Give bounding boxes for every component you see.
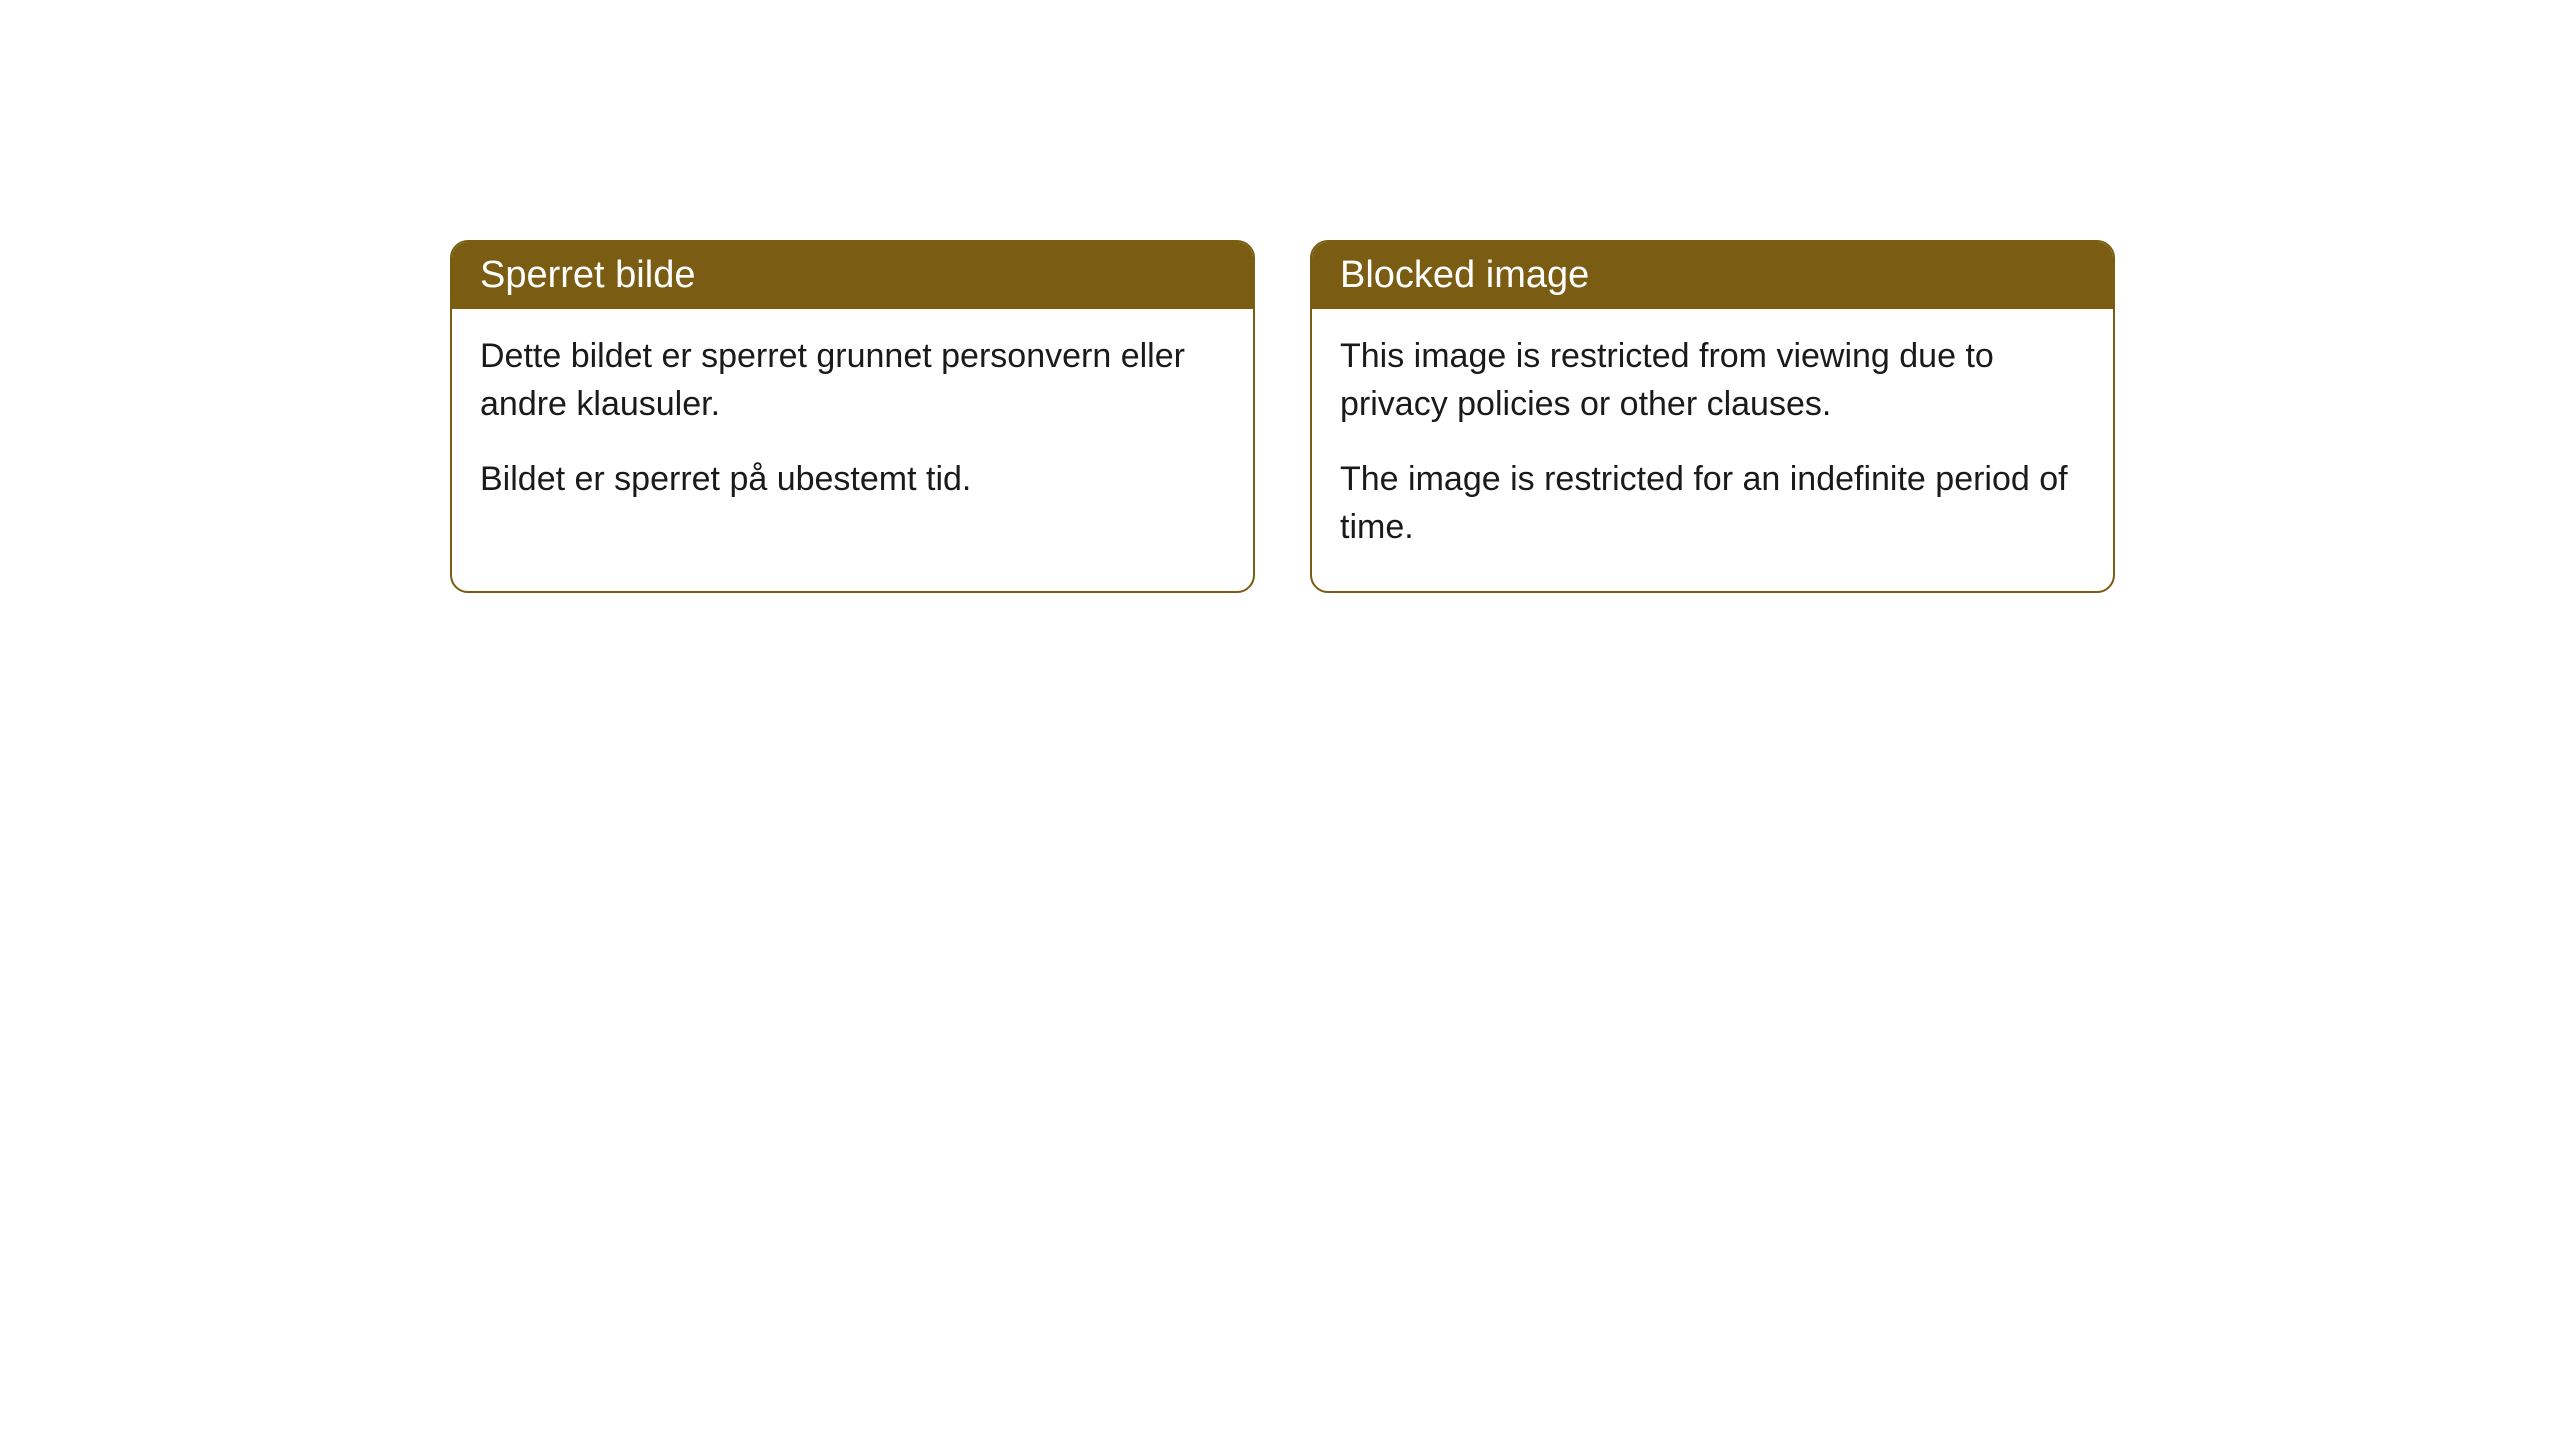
card-header: Blocked image bbox=[1312, 242, 2113, 309]
card-body: Dette bildet er sperret grunnet personve… bbox=[452, 309, 1253, 544]
card-paragraph: Dette bildet er sperret grunnet personve… bbox=[480, 333, 1225, 428]
notice-cards-container: Sperret bilde Dette bildet er sperret gr… bbox=[450, 240, 2115, 593]
card-paragraph: This image is restricted from viewing du… bbox=[1340, 333, 2085, 428]
notice-card-english: Blocked image This image is restricted f… bbox=[1310, 240, 2115, 593]
card-paragraph: The image is restricted for an indefinit… bbox=[1340, 456, 2085, 551]
card-paragraph: Bildet er sperret på ubestemt tid. bbox=[480, 456, 1225, 504]
card-body: This image is restricted from viewing du… bbox=[1312, 309, 2113, 591]
card-header: Sperret bilde bbox=[452, 242, 1253, 309]
notice-card-norwegian: Sperret bilde Dette bildet er sperret gr… bbox=[450, 240, 1255, 593]
